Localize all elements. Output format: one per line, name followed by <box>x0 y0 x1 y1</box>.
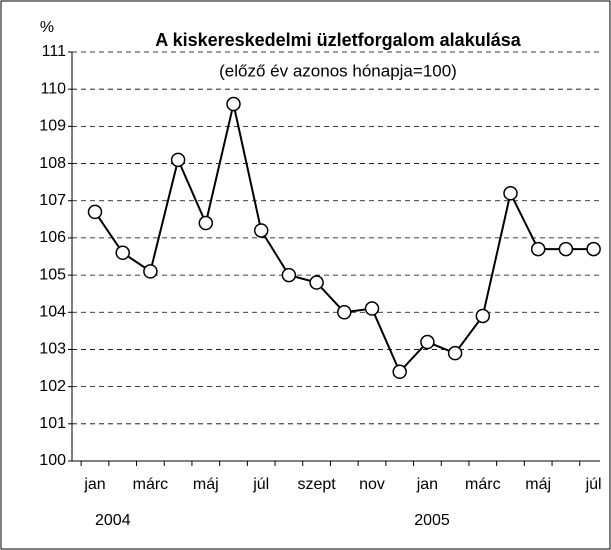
x-tick-label: júl <box>252 476 269 493</box>
y-tick-label: 107 <box>39 192 66 209</box>
data-point <box>503 186 518 201</box>
data-point <box>170 152 186 168</box>
x-tick-label: nov <box>359 476 385 493</box>
data-point <box>281 267 297 283</box>
y-unit: % <box>40 19 54 36</box>
data-point <box>253 223 269 238</box>
data-point <box>226 96 241 112</box>
y-tick-label: 106 <box>39 229 66 246</box>
x-tick-label: máj <box>193 476 219 493</box>
data-point <box>530 241 546 257</box>
x-tick-label: márc <box>133 476 169 493</box>
chart-title: A kiskereskedelmi üzletforgalom alakulás… <box>155 30 521 50</box>
year-label: 2004 <box>95 512 131 529</box>
x-tick-label: máj <box>525 476 551 493</box>
y-tick-label: 105 <box>39 266 66 283</box>
y-tick-label: 100 <box>39 452 66 469</box>
data-point <box>447 345 463 361</box>
data-point <box>309 275 324 290</box>
data-point <box>337 305 352 320</box>
data-point <box>115 245 130 261</box>
y-tick-label: 111 <box>42 43 66 60</box>
year-label: 2005 <box>414 512 450 529</box>
data-point <box>586 241 601 257</box>
data-point <box>420 334 435 350</box>
y-tick-label: 110 <box>40 80 66 97</box>
data-point <box>87 204 103 220</box>
data-point <box>364 301 380 316</box>
data-point <box>392 364 407 380</box>
y-tick-label: 101 <box>39 415 66 432</box>
data-point <box>198 215 214 231</box>
x-tick-label: júl <box>585 476 602 493</box>
y-tick-label: 109 <box>39 118 66 135</box>
y-tick-label: 104 <box>39 303 66 320</box>
y-tick-label: 102 <box>39 378 66 395</box>
x-tick-label: márc <box>465 476 501 493</box>
data-point <box>143 264 158 279</box>
data-point <box>558 241 574 257</box>
data-point <box>475 308 491 324</box>
x-tick-label: jan <box>416 476 438 493</box>
x-tick-label: jan <box>83 476 105 493</box>
y-tick-label: 108 <box>39 155 66 172</box>
y-tick-label: 103 <box>39 341 66 358</box>
x-tick-label: szept <box>297 476 336 493</box>
chart-subtitle: (előző év azonos hónapja=100) <box>219 61 457 80</box>
